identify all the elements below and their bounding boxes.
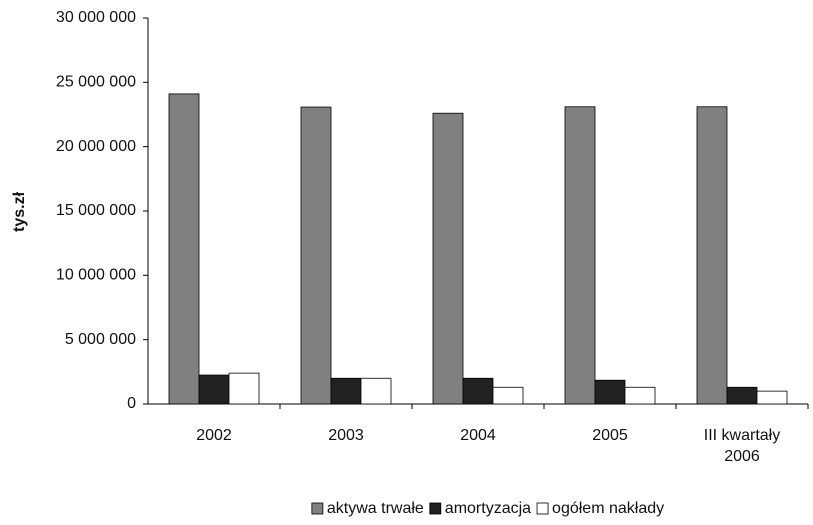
y-tick-label: 15 000 000 — [56, 202, 136, 219]
x-tick-label: III kwartały 2006 — [704, 427, 780, 465]
bar — [492, 386, 524, 405]
y-tick-label: 10 000 000 — [56, 267, 136, 284]
bar — [726, 386, 758, 405]
bar — [594, 379, 626, 405]
y-axis-label: tys.zł — [11, 191, 28, 232]
y-tick-label: 20 000 000 — [56, 138, 136, 155]
y-tick-label: 25 000 000 — [56, 74, 136, 91]
legend-swatch — [536, 502, 549, 515]
x-tick-label: 2004 — [460, 427, 496, 444]
bar — [168, 93, 200, 405]
bar — [330, 377, 362, 405]
legend-label: amortyzacja — [445, 500, 531, 517]
y-tick-label: 0 — [127, 395, 136, 412]
bar — [696, 106, 728, 405]
legend-label: ogółem nakłady — [552, 500, 664, 517]
bar — [360, 377, 392, 405]
bar — [624, 386, 656, 405]
legend-swatch — [429, 502, 442, 515]
legend-swatch — [311, 502, 324, 515]
bar — [756, 390, 788, 405]
bar — [432, 112, 464, 405]
bar — [228, 372, 260, 405]
bar — [462, 377, 494, 405]
y-tick-label: 30 000 000 — [56, 9, 136, 26]
x-tick-label: 2005 — [592, 427, 628, 444]
x-tick-label: 2002 — [196, 427, 232, 444]
bar — [198, 374, 230, 405]
bar — [300, 106, 332, 405]
x-tick-label: 2003 — [328, 427, 364, 444]
legend-label: aktywa trwałe — [327, 500, 424, 517]
bar — [564, 106, 596, 405]
y-tick-label: 5 000 000 — [65, 331, 136, 348]
